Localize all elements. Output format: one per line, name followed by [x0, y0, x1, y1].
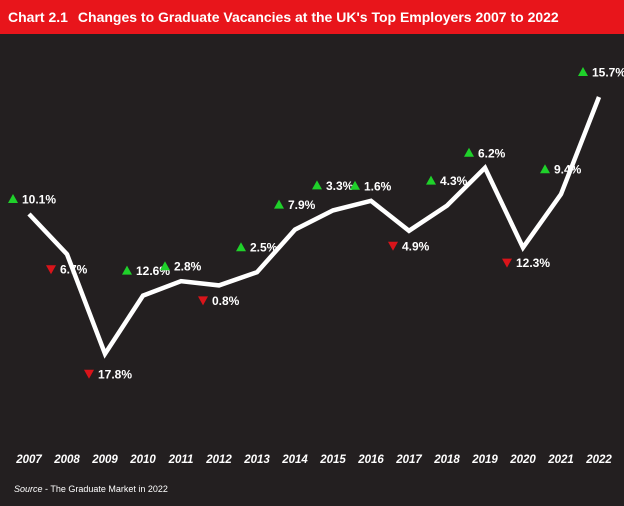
source-note: Source - The Graduate Market in 2022: [14, 484, 168, 494]
x-tick-label: 2009: [91, 454, 118, 466]
x-tick-label: 2020: [509, 454, 536, 466]
chart-title: Changes to Graduate Vacancies at the UK'…: [77, 9, 559, 25]
increase-arrow-icon: [426, 175, 436, 185]
x-tick-label: 2007: [15, 454, 42, 466]
x-tick-label: 2011: [168, 454, 194, 466]
line-chart: 2007 2008 2009 2010 2011 2012 2013 2014 2015 2016…: [8, 66, 624, 466]
increase-arrow-icon: [464, 147, 474, 157]
source-label: Source: [14, 484, 43, 494]
x-tick-label: 2022: [585, 454, 612, 466]
decrease-arrow-icon: [502, 258, 512, 268]
data-label: 7.9%: [288, 198, 316, 212]
increase-arrow-icon: [312, 180, 322, 190]
data-label: 3.3%: [326, 179, 354, 193]
data-label: 4.9%: [402, 239, 430, 253]
decrease-arrow-icon: [46, 265, 56, 275]
data-label: 9.4%: [554, 163, 582, 177]
data-label: 17.8%: [98, 367, 132, 381]
data-label: 2.5%: [250, 241, 278, 255]
x-tick-label: 2018: [433, 454, 460, 466]
x-tick-label: 2010: [129, 454, 156, 466]
series-line: [27, 96, 602, 359]
data-label: 6.2%: [478, 146, 506, 160]
data-label: 1.6%: [364, 179, 392, 193]
increase-arrow-icon: [274, 199, 284, 209]
increase-arrow-icon: [8, 194, 18, 203]
x-tick-label: 2021: [547, 454, 574, 466]
x-tick-label: 2015: [319, 454, 346, 466]
chart-number: Chart 2.1: [8, 9, 68, 25]
chart-header: Chart 2.1 Changes to Graduate Vacancies …: [0, 0, 624, 34]
data-label: 0.8%: [212, 294, 240, 308]
increase-arrow-icon: [236, 242, 246, 252]
data-label: 15.7%: [592, 66, 624, 80]
x-tick-label: 2013: [243, 454, 270, 466]
source-text: - The Graduate Market in 2022: [42, 484, 168, 494]
x-tick-label: 2012: [205, 454, 232, 466]
increase-arrow-icon: [350, 180, 360, 190]
decrease-arrow-icon: [388, 241, 398, 251]
x-tick-label: 2019: [471, 454, 498, 466]
increase-arrow-icon: [122, 265, 132, 275]
x-tick-label: 2016: [357, 454, 384, 466]
data-label: 2.8%: [174, 260, 202, 274]
x-tick-label: 2014: [281, 454, 308, 466]
decrease-arrow-icon: [84, 369, 94, 379]
data-label: 6.7%: [60, 263, 88, 277]
x-tick-label: 2017: [395, 454, 422, 466]
decrease-arrow-icon: [198, 296, 208, 306]
data-label: 12.3%: [516, 256, 550, 270]
increase-arrow-icon: [578, 67, 588, 76]
x-tick-label: 2008: [53, 454, 80, 466]
increase-arrow-icon: [540, 164, 550, 174]
increase-arrow-icon: [160, 261, 170, 271]
data-label: 10.1%: [22, 193, 56, 207]
data-label: 4.3%: [440, 174, 468, 188]
